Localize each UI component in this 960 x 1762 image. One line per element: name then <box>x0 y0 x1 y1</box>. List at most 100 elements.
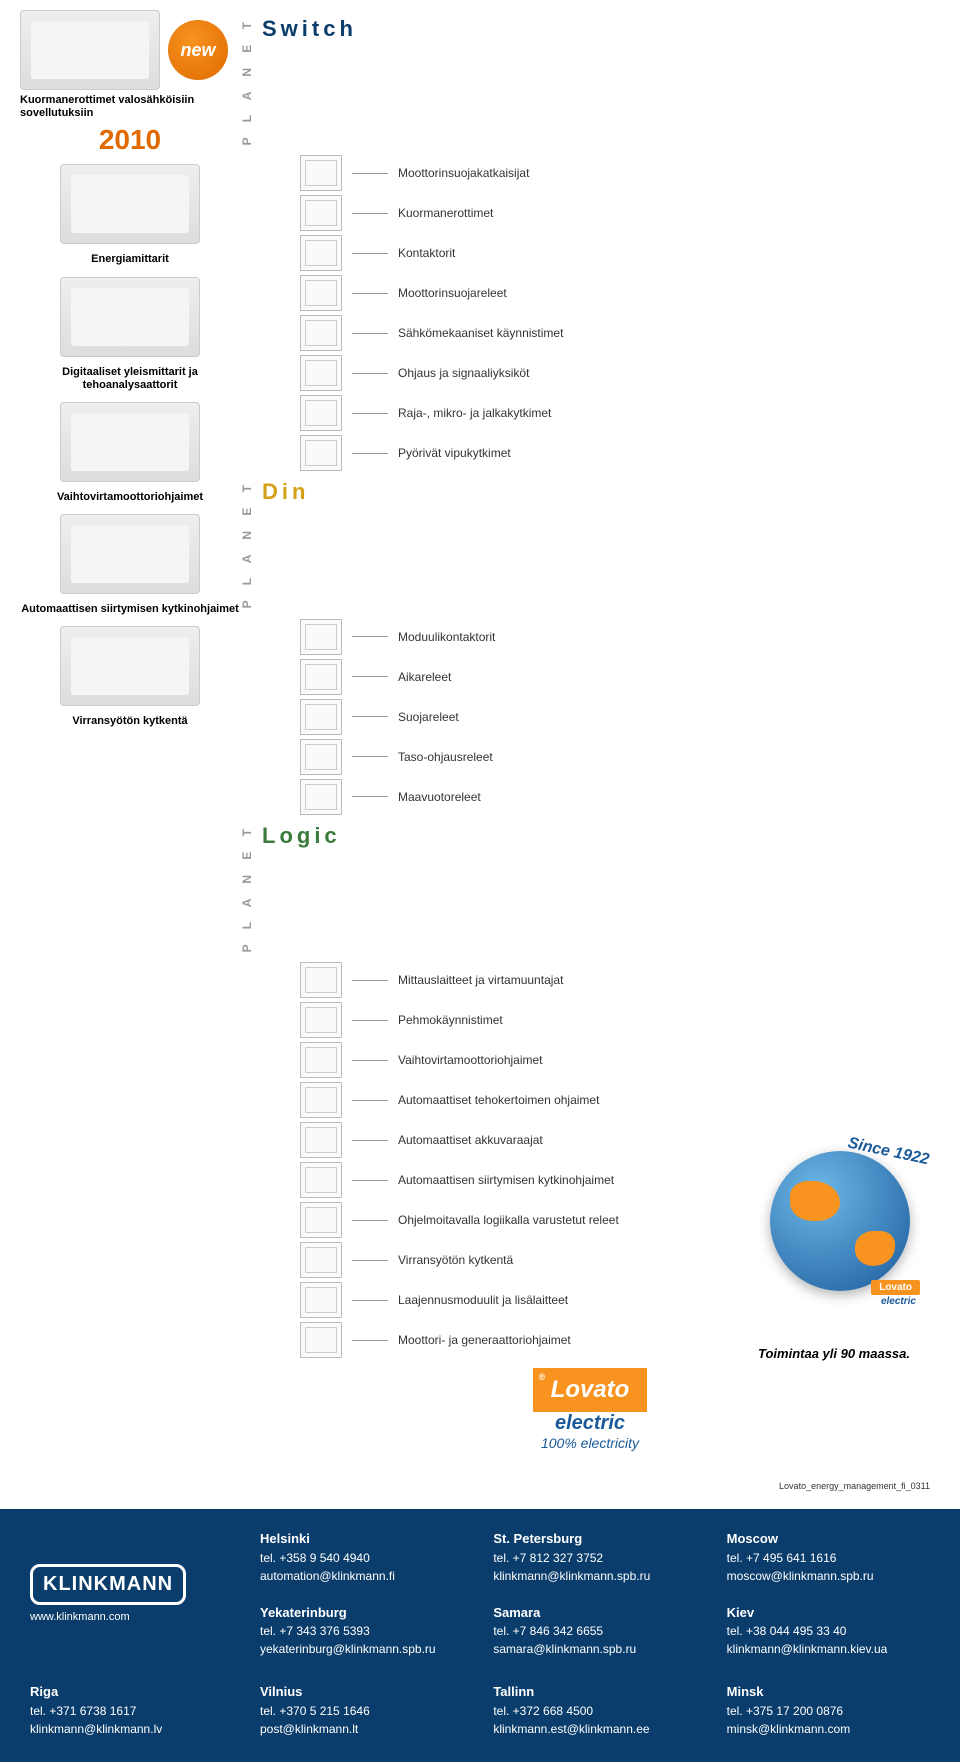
connector-line <box>352 1220 388 1221</box>
product-caption: Automaattisen siirtymisen kytkinohjaimet <box>20 603 240 616</box>
item-thumb <box>300 195 342 231</box>
office-mail[interactable]: klinkmann.est@klinkmann.ee <box>493 1720 696 1738</box>
office-city: Minsk <box>727 1682 930 1702</box>
item-thumb <box>300 1322 342 1358</box>
category-item: Vaihtovirtamoottoriohjaimet <box>300 1042 940 1078</box>
footer: KLINKMANN www.klinkmann.com Helsinki tel… <box>0 1509 960 1762</box>
klinkmann-web[interactable]: www.klinkmann.com <box>30 1611 130 1623</box>
connector-line <box>352 413 388 414</box>
item-label: Taso-ohjausreleet <box>398 750 493 764</box>
lovato-hundred: 100% electricity <box>480 1435 700 1451</box>
item-label: Raja-, mikro- ja jalkakytkimet <box>398 406 551 420</box>
item-thumb <box>300 779 342 815</box>
item-label: Sähkömekaaniset käynnistimet <box>398 326 563 340</box>
item-thumb <box>300 355 342 391</box>
category-item: Moottorinsuojareleet <box>300 275 940 311</box>
product-image <box>60 277 200 357</box>
planet-label: P L A N E T <box>240 479 254 608</box>
category-item: Kontaktorit <box>300 235 940 271</box>
category-title: Switch <box>262 16 357 42</box>
connector-line <box>352 1100 388 1101</box>
office-mail[interactable]: automation@klinkmann.fi <box>260 1567 463 1585</box>
product-image <box>60 626 200 706</box>
category-item: Aikareleet <box>300 659 940 695</box>
category-item: Taso-ohjausreleet <box>300 739 940 775</box>
connector-line <box>352 1140 388 1141</box>
product-caption: Kuormanerottimet valosähköisiin sovellut… <box>20 94 240 120</box>
category-item: Raja-, mikro- ja jalkakytkimet <box>300 395 940 431</box>
category-title: Din <box>262 479 309 505</box>
item-thumb <box>300 619 342 655</box>
office-tel: tel. +371 6738 1617 <box>30 1702 230 1720</box>
office-mail[interactable]: samara@klinkmann.spb.ru <box>493 1640 696 1658</box>
office-tel: tel. +7 812 327 3752 <box>493 1549 696 1567</box>
left-products-column: new Kuormanerottimet valosähköisiin sove… <box>20 10 240 1461</box>
category-item: Pyörivät vipukytkimet <box>300 435 940 471</box>
connector-line <box>352 373 388 374</box>
office-tel: tel. +7 846 342 6655 <box>493 1622 696 1640</box>
office-mail[interactable]: klinkmann@klinkmann.kiev.ua <box>727 1640 930 1658</box>
item-label: Pehmokäynnistimet <box>398 1013 503 1027</box>
office-tel: tel. +38 044 495 33 40 <box>727 1622 930 1640</box>
registered-mark: ® <box>539 1372 546 1382</box>
planet-label: P L A N E T <box>240 823 254 952</box>
item-label: Pyörivät vipukytkimet <box>398 446 511 460</box>
product-caption: Virransyötön kytkentä <box>20 715 240 728</box>
office-city: Vilnius <box>260 1682 463 1702</box>
lovato-name: Lovato <box>551 1376 630 1403</box>
connector-line <box>352 1180 388 1181</box>
category-item: Automaattiset tehokertoimen ohjaimet <box>300 1082 940 1118</box>
lovato-sub: electric <box>480 1412 700 1435</box>
item-label: Automaattiset tehokertoimen ohjaimet <box>398 1093 599 1107</box>
office-vilnius: Vilnius tel. +370 5 215 1646 post@klinkm… <box>260 1682 463 1738</box>
item-thumb <box>300 155 342 191</box>
connector-line <box>352 756 388 757</box>
item-thumb <box>300 699 342 735</box>
category-item: Pehmokäynnistimet <box>300 1002 940 1038</box>
office-city: Yekaterinburg <box>260 1603 463 1623</box>
category-item: Moottorinsuojakatkaisijat <box>300 155 940 191</box>
office-tel: tel. +372 668 4500 <box>493 1702 696 1720</box>
item-thumb <box>300 659 342 695</box>
office-mail[interactable]: yekaterinburg@klinkmann.spb.ru <box>260 1640 463 1658</box>
item-label: Moottorinsuojareleet <box>398 286 507 300</box>
office-mail[interactable]: klinkmann@klinkmann.lv <box>30 1720 230 1738</box>
item-thumb <box>300 1122 342 1158</box>
item-thumb <box>300 1242 342 1278</box>
office-mail[interactable]: klinkmann@klinkmann.spb.ru <box>493 1567 696 1585</box>
connector-line <box>352 1020 388 1021</box>
item-thumb <box>300 1202 342 1238</box>
connector-line <box>352 796 388 797</box>
lovato-logo-block: ® Lovato electric 100% electricity <box>480 1368 700 1451</box>
category-item: Moduulikontaktorit <box>300 619 940 655</box>
item-label: Kontaktorit <box>398 246 455 260</box>
office-mail[interactable]: minsk@klinkmann.com <box>727 1720 930 1738</box>
item-thumb <box>300 1082 342 1118</box>
office-city: Samara <box>493 1603 696 1623</box>
office-tel: tel. +358 9 540 4940 <box>260 1549 463 1567</box>
item-label: Ohjaus ja signaaliyksiköt <box>398 366 529 380</box>
connector-line <box>352 173 388 174</box>
office-tel: tel. +375 17 200 0876 <box>727 1702 930 1720</box>
connector-line <box>352 333 388 334</box>
product-caption: Energiamittarit <box>20 253 240 266</box>
item-thumb <box>300 235 342 271</box>
office-mail[interactable]: moscow@klinkmann.spb.ru <box>727 1567 930 1585</box>
connector-line <box>352 1340 388 1341</box>
item-label: Automaattiset akkuvaraajat <box>398 1133 543 1147</box>
product-image <box>60 402 200 482</box>
item-label: Moottori- ja generaattoriohjaimet <box>398 1333 571 1347</box>
connector-line <box>352 293 388 294</box>
category-item: Maavuotoreleet <box>300 779 940 815</box>
office-city: Helsinki <box>260 1529 463 1549</box>
item-label: Vaihtovirtamoottoriohjaimet <box>398 1053 543 1067</box>
countries-text: Toimintaa yli 90 maassa. <box>758 1346 910 1361</box>
office-riga: Riga tel. +371 6738 1617 klinkmann@klink… <box>30 1682 230 1738</box>
office-mail[interactable]: post@klinkmann.lt <box>260 1720 463 1738</box>
connector-line <box>352 716 388 717</box>
item-thumb <box>300 275 342 311</box>
office-spb: St. Petersburg tel. +7 812 327 3752 klin… <box>493 1529 696 1658</box>
globe-graphic: Since 1922 Lovato electric <box>770 1151 930 1311</box>
office-city: Riga <box>30 1682 230 1702</box>
connector-line <box>352 1260 388 1261</box>
